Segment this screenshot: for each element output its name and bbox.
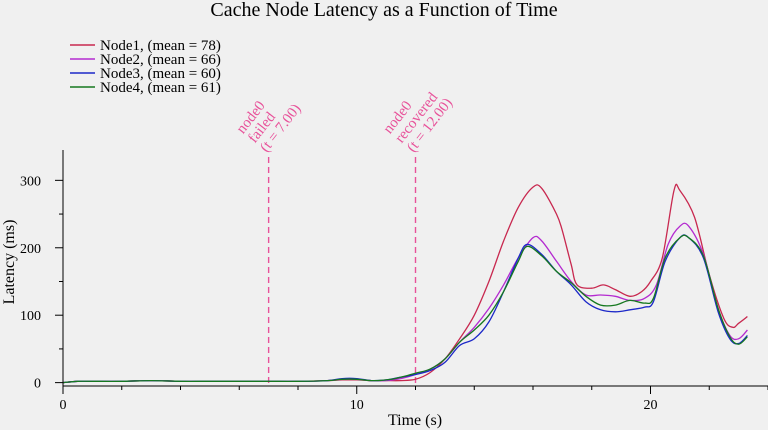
- legend-label: Node3, (mean = 60): [100, 66, 221, 82]
- x-ticks: 0 10 20: [60, 386, 768, 413]
- series-line-node4: [62, 234, 748, 384]
- legend-label: Node1, (mean = 78): [100, 38, 221, 54]
- y-tick-label: 100: [20, 309, 41, 324]
- x-tick-label: 10: [350, 398, 364, 413]
- legend-label: Node4, (mean = 61): [100, 80, 221, 96]
- y-tick-label: 200: [20, 242, 41, 257]
- legend-label: Node2, (mean = 66): [100, 52, 221, 68]
- series-line-node1: [62, 183, 748, 384]
- legend: Node1, (mean = 78)Node2, (mean = 66)Node…: [70, 38, 221, 96]
- series-lines: [62, 183, 748, 384]
- y-tick-label: 300: [20, 174, 41, 189]
- x-tick-label: 0: [60, 398, 67, 413]
- x-tick-label: 20: [644, 398, 658, 413]
- axes: 0 10 20 0 100 200 300: [20, 150, 768, 413]
- chart-title: Cache Node Latency as a Function of Time: [210, 0, 557, 21]
- y-ticks: 0 100 200 300: [20, 174, 63, 392]
- y-axis-label: Latency (ms): [1, 220, 18, 305]
- x-axis-label: Time (s): [388, 412, 442, 429]
- series-line-node3: [62, 234, 748, 384]
- y-tick-label: 0: [34, 377, 41, 392]
